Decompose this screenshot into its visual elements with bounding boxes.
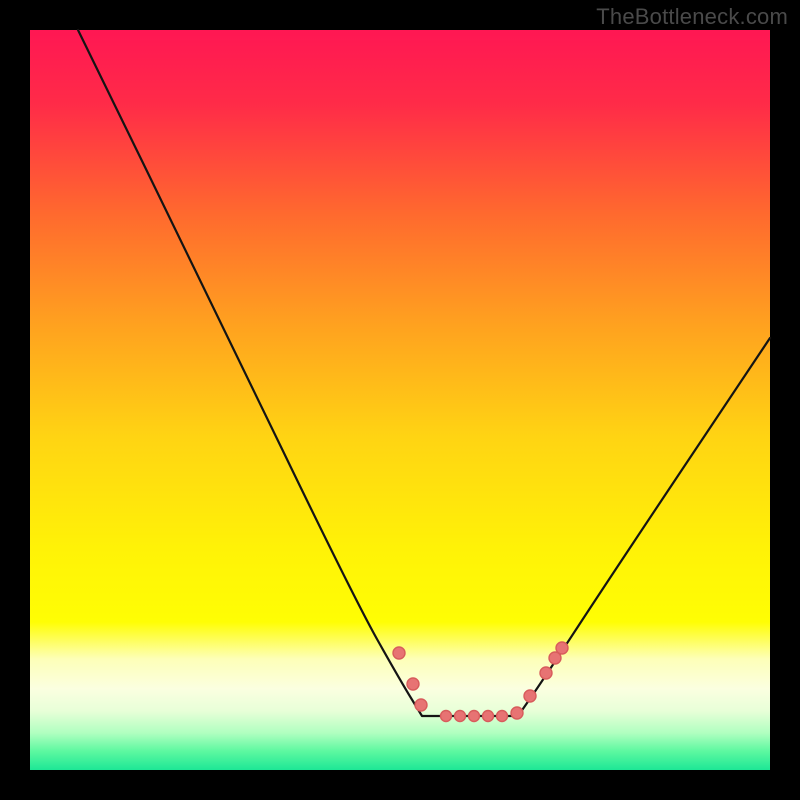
curve-marker bbox=[483, 711, 494, 722]
curve-marker bbox=[407, 678, 419, 690]
curve-marker bbox=[524, 690, 536, 702]
curve-marker bbox=[556, 642, 568, 654]
curve-marker bbox=[511, 707, 523, 719]
chart-container: TheBottleneck.com bbox=[0, 0, 800, 800]
curve-marker bbox=[455, 711, 466, 722]
watermark-text: TheBottleneck.com bbox=[596, 4, 788, 30]
curve-marker bbox=[393, 647, 405, 659]
curve-marker bbox=[415, 699, 427, 711]
curve-marker bbox=[497, 711, 508, 722]
curve-marker bbox=[441, 711, 452, 722]
bottleneck-chart bbox=[0, 0, 800, 800]
curve-marker bbox=[540, 667, 552, 679]
curve-marker bbox=[469, 711, 480, 722]
